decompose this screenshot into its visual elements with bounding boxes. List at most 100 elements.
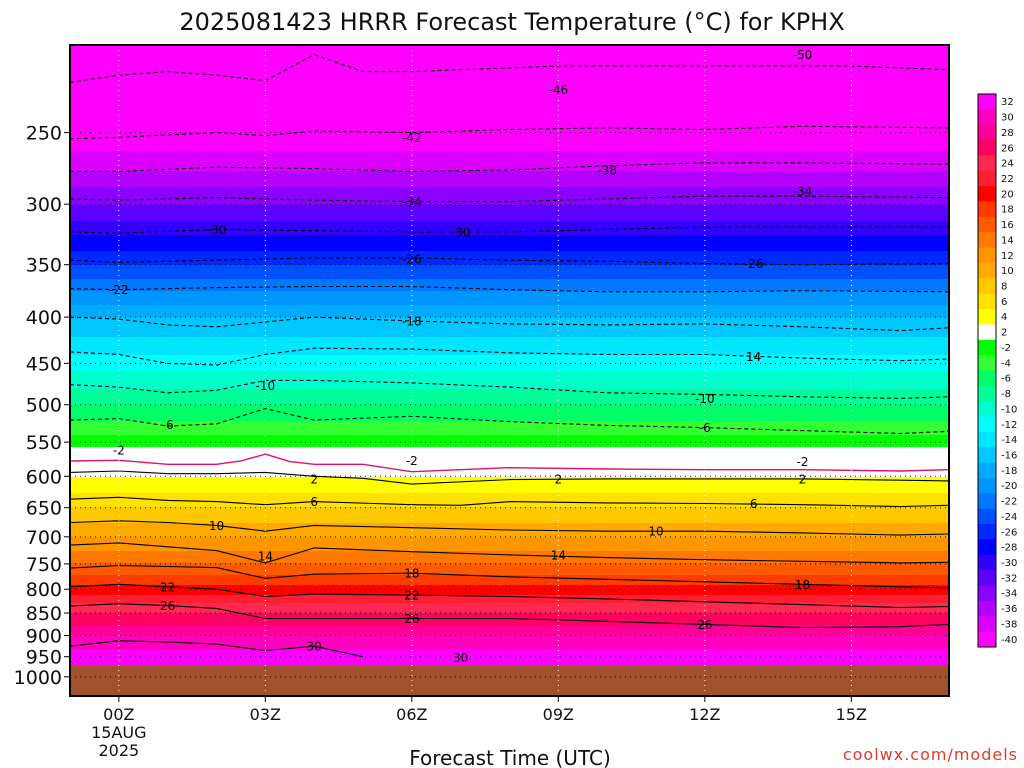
colorbar-swatch xyxy=(978,186,996,202)
field-band xyxy=(70,511,949,514)
field-band xyxy=(70,389,949,392)
field-band xyxy=(70,79,949,82)
colorbar-swatch xyxy=(978,524,996,540)
field-band xyxy=(70,97,949,100)
field-band xyxy=(70,65,949,68)
field-band xyxy=(70,591,949,594)
isotherm-18 xyxy=(70,564,949,589)
colorbar-label: -40 xyxy=(1001,635,1017,646)
x-tick-label: 06Z xyxy=(396,705,427,724)
colorbar-swatch xyxy=(978,631,996,648)
field-band xyxy=(70,321,949,324)
field-band xyxy=(70,491,949,494)
y-tick-label: 900 xyxy=(26,625,62,647)
field-band xyxy=(70,347,949,350)
field-band xyxy=(70,503,949,506)
plot-area-border xyxy=(69,44,950,697)
colorbar-label: -26 xyxy=(1001,527,1017,538)
field-band xyxy=(70,563,949,566)
colorbar-label: -24 xyxy=(1001,512,1017,523)
colorbar-label: 18 xyxy=(1001,205,1014,216)
field-band xyxy=(70,581,949,584)
field-band xyxy=(70,443,949,446)
field-band xyxy=(70,435,949,438)
field-band xyxy=(70,625,949,628)
field-band xyxy=(70,57,949,60)
field-band xyxy=(70,609,949,612)
field-band xyxy=(70,531,949,534)
field-band xyxy=(70,459,949,462)
field-band xyxy=(70,605,949,608)
colorbar-swatch xyxy=(978,416,996,433)
contour-label: 6 xyxy=(310,495,318,509)
field-band xyxy=(70,127,949,130)
colorbar-swatch xyxy=(978,124,996,141)
field-band xyxy=(70,335,949,338)
y-tick-label: 250 xyxy=(26,123,62,145)
field-band xyxy=(70,179,949,182)
colorbar-label: -10 xyxy=(1001,404,1017,415)
field-band xyxy=(70,129,949,132)
colorbar-swatch xyxy=(978,616,996,633)
field-band xyxy=(70,85,949,88)
field-band xyxy=(70,263,949,266)
isotherm-26 xyxy=(70,603,949,629)
field-band xyxy=(70,579,949,582)
field-band xyxy=(70,395,949,398)
field-band xyxy=(70,515,949,518)
field-band xyxy=(70,229,949,232)
field-band xyxy=(70,255,949,258)
field-band xyxy=(70,309,949,312)
field-band xyxy=(70,161,949,164)
colorbar-swatch xyxy=(978,478,996,494)
field-band xyxy=(70,199,949,202)
field-band xyxy=(70,487,949,490)
y-tick-label: 300 xyxy=(26,194,62,216)
field-band xyxy=(70,133,949,136)
field-band xyxy=(70,141,949,144)
colorbar-swatch xyxy=(978,462,996,479)
field-band xyxy=(70,87,949,90)
field-band xyxy=(70,163,949,166)
field-band xyxy=(70,375,949,378)
field-band xyxy=(70,601,949,604)
field-band xyxy=(70,225,949,228)
field-band xyxy=(70,221,949,224)
contour-label: 14 xyxy=(746,350,761,364)
field-band xyxy=(70,63,949,66)
field-band xyxy=(70,291,949,294)
colorbar-label: 22 xyxy=(1001,174,1014,185)
field-band xyxy=(70,213,949,216)
field-band xyxy=(70,481,949,484)
field-band xyxy=(70,361,949,364)
credit-link[interactable]: coolwx.com/models xyxy=(843,745,1018,764)
field-band xyxy=(70,261,949,264)
field-band xyxy=(70,471,949,474)
field-band xyxy=(70,115,949,118)
contour-label: -2 xyxy=(113,443,125,457)
field-band xyxy=(70,103,949,106)
field-band xyxy=(70,393,949,396)
field-band xyxy=(70,547,949,550)
contour-label: -26 xyxy=(744,257,764,271)
isotherm-10 xyxy=(70,520,949,536)
y-axis-pressure: 2503003504004505005506006507007508008509… xyxy=(14,123,70,689)
field-band xyxy=(70,73,949,76)
field-band xyxy=(70,177,949,180)
field-band xyxy=(70,211,949,214)
field-band xyxy=(70,51,949,54)
colorbar-label: 12 xyxy=(1001,251,1014,262)
field-band xyxy=(70,377,949,380)
y-tick-label: 1000 xyxy=(14,667,62,689)
field-band xyxy=(70,293,949,296)
colorbar-label: -6 xyxy=(1001,374,1011,385)
field-band xyxy=(70,289,949,292)
colorbar-legend: 32 30 28 26 24 22 20 18 16 14 12 10 8 6 4 2 -2 -4 -6 -8 -10 -… xyxy=(977,93,1017,648)
colorbar-swatch xyxy=(978,247,996,264)
colorbar-swatch xyxy=(978,570,996,586)
contour-label: -26 xyxy=(402,253,422,267)
colorbar-label: 6 xyxy=(1001,297,1007,308)
field-band xyxy=(70,353,949,356)
colorbar-swatch xyxy=(978,493,996,510)
field-band xyxy=(70,81,949,84)
